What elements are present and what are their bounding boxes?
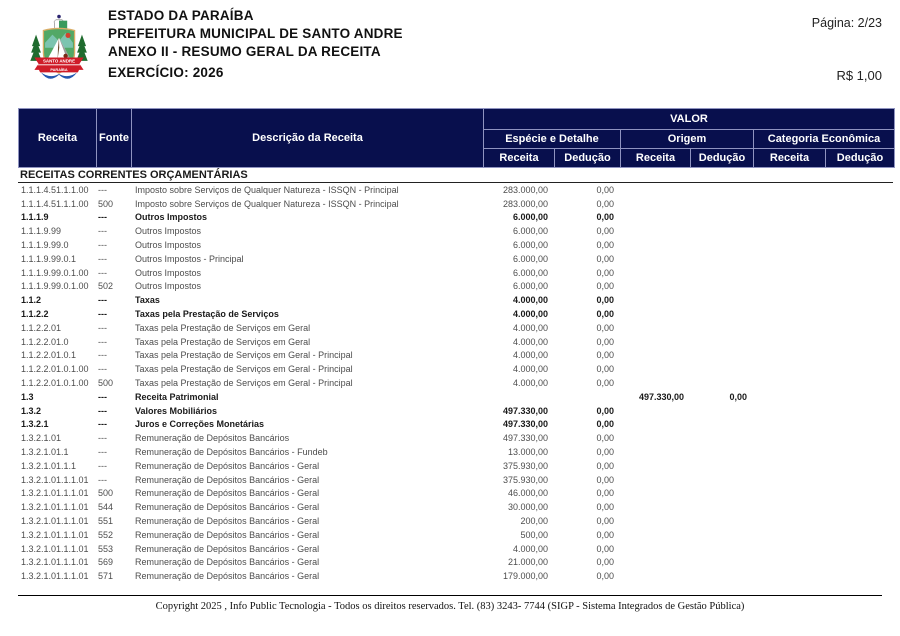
- svg-text:SANTO ANDRE: SANTO ANDRE: [43, 58, 75, 63]
- svg-text:PARAÍBA: PARAÍBA: [50, 67, 67, 72]
